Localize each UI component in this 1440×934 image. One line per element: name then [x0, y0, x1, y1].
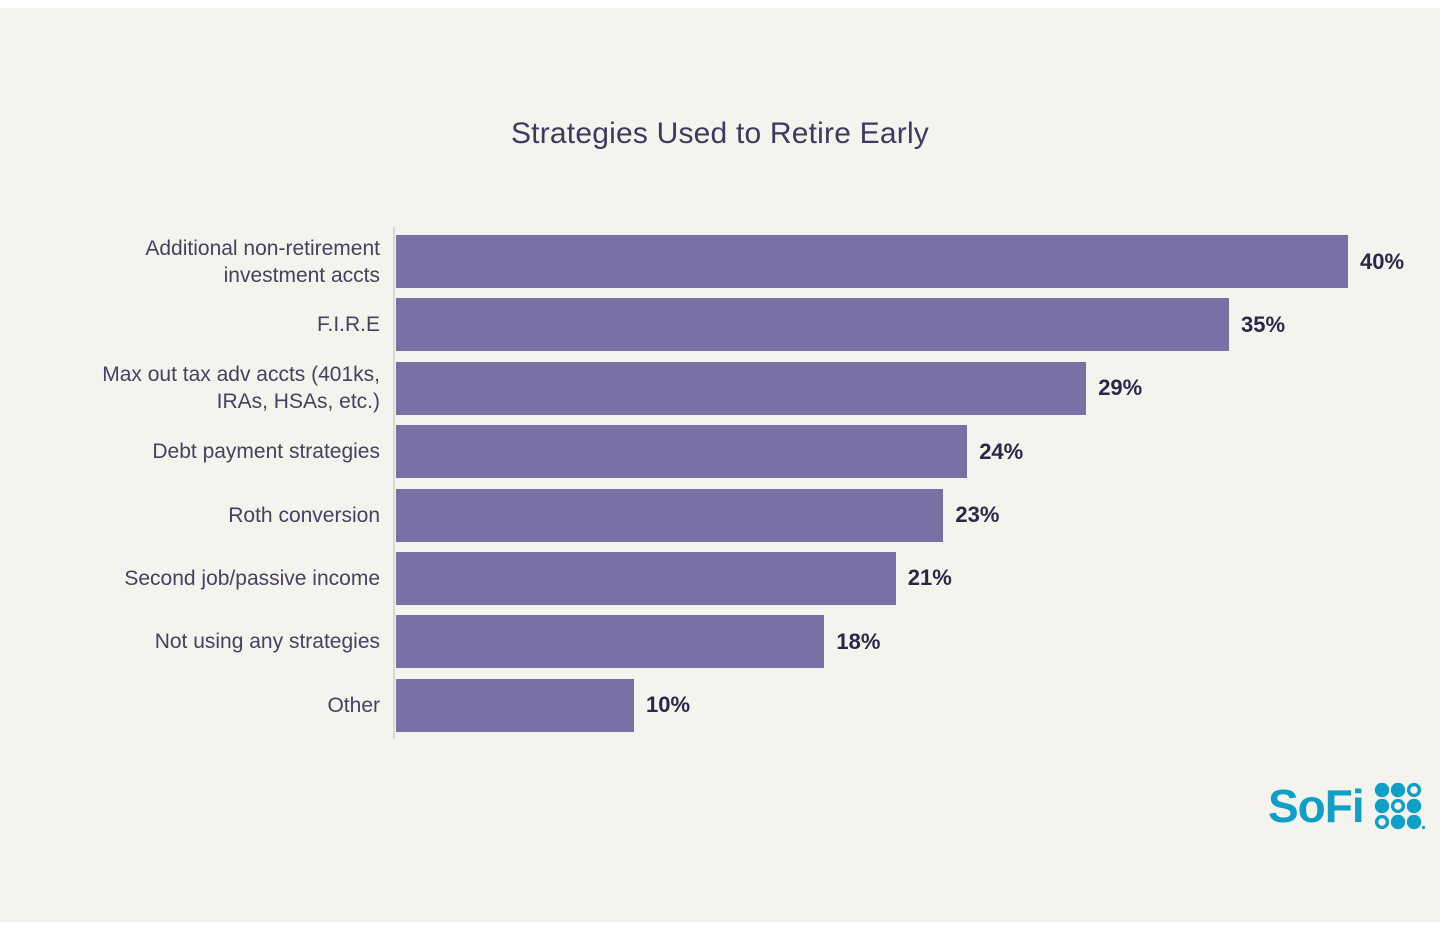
- bar-track: 10%: [396, 678, 691, 732]
- sofi-logo-mark-icon: [1374, 782, 1425, 830]
- bar-track: 18%: [396, 615, 881, 669]
- bar-label: Second job/passive income: [124, 566, 380, 590]
- bar-value-label: 40%: [1360, 248, 1405, 274]
- bar-label: Debt payment strategies: [152, 440, 380, 464]
- bottom-white-strip: [0, 922, 1440, 934]
- bar-label: Max out tax adv accts (401ks, IRAs, HSAs…: [102, 363, 380, 414]
- bar-value-label: 23%: [955, 502, 1000, 528]
- bar-value-label: 35%: [1241, 311, 1286, 337]
- bar-row: F.I.R.E 35%: [0, 298, 1440, 352]
- bar-track: 21%: [396, 551, 952, 605]
- bar-chart: Additional non-retirement investment acc…: [0, 235, 1440, 732]
- bar-label: Additional non-retirement investment acc…: [145, 236, 380, 287]
- bar-label: F.I.R.E: [316, 313, 380, 337]
- bar-row: Debt payment strategies 24%: [0, 425, 1440, 479]
- y-axis-line: [393, 227, 395, 739]
- bar-row: Max out tax adv accts (401ks, IRAs, HSAs…: [0, 361, 1440, 415]
- bar-row: Second job/passive income 21%: [0, 551, 1440, 605]
- top-white-strip: [0, 0, 1440, 8]
- sofi-logo: SoFi: [1268, 782, 1426, 830]
- bar-label: Not using any strategies: [154, 630, 380, 654]
- bar-row: Additional non-retirement investment acc…: [0, 235, 1440, 288]
- bar: [396, 678, 634, 732]
- bar-value-label: 18%: [836, 628, 881, 654]
- bar-track: 40%: [396, 235, 1404, 288]
- bar-label: Roth conversion: [228, 503, 380, 527]
- bar: [396, 361, 1087, 415]
- bar-track: 24%: [396, 425, 1024, 479]
- bar: [396, 488, 944, 542]
- bar-value-label: 24%: [979, 438, 1024, 464]
- bar: [396, 551, 896, 605]
- bar-track: 35%: [396, 298, 1286, 352]
- bar: [396, 298, 1229, 352]
- bar: [396, 235, 1348, 288]
- bar-value-label: 21%: [907, 565, 952, 591]
- bar: [396, 615, 825, 669]
- bar-track: 23%: [396, 488, 1000, 542]
- chart-title: Strategies Used to Retire Early: [510, 117, 930, 150]
- bar-label: Other: [327, 693, 380, 717]
- bar-track: 29%: [396, 361, 1143, 415]
- bar: [396, 425, 968, 479]
- bar-value-label: 29%: [1098, 375, 1143, 401]
- bar-row: Other 10%: [0, 678, 1440, 732]
- sofi-logo-text: SoFi: [1268, 780, 1365, 832]
- bar-value-label: 10%: [646, 692, 691, 718]
- bar-row: Not using any strategies 18%: [0, 615, 1440, 669]
- bar-row: Roth conversion 23%: [0, 488, 1440, 542]
